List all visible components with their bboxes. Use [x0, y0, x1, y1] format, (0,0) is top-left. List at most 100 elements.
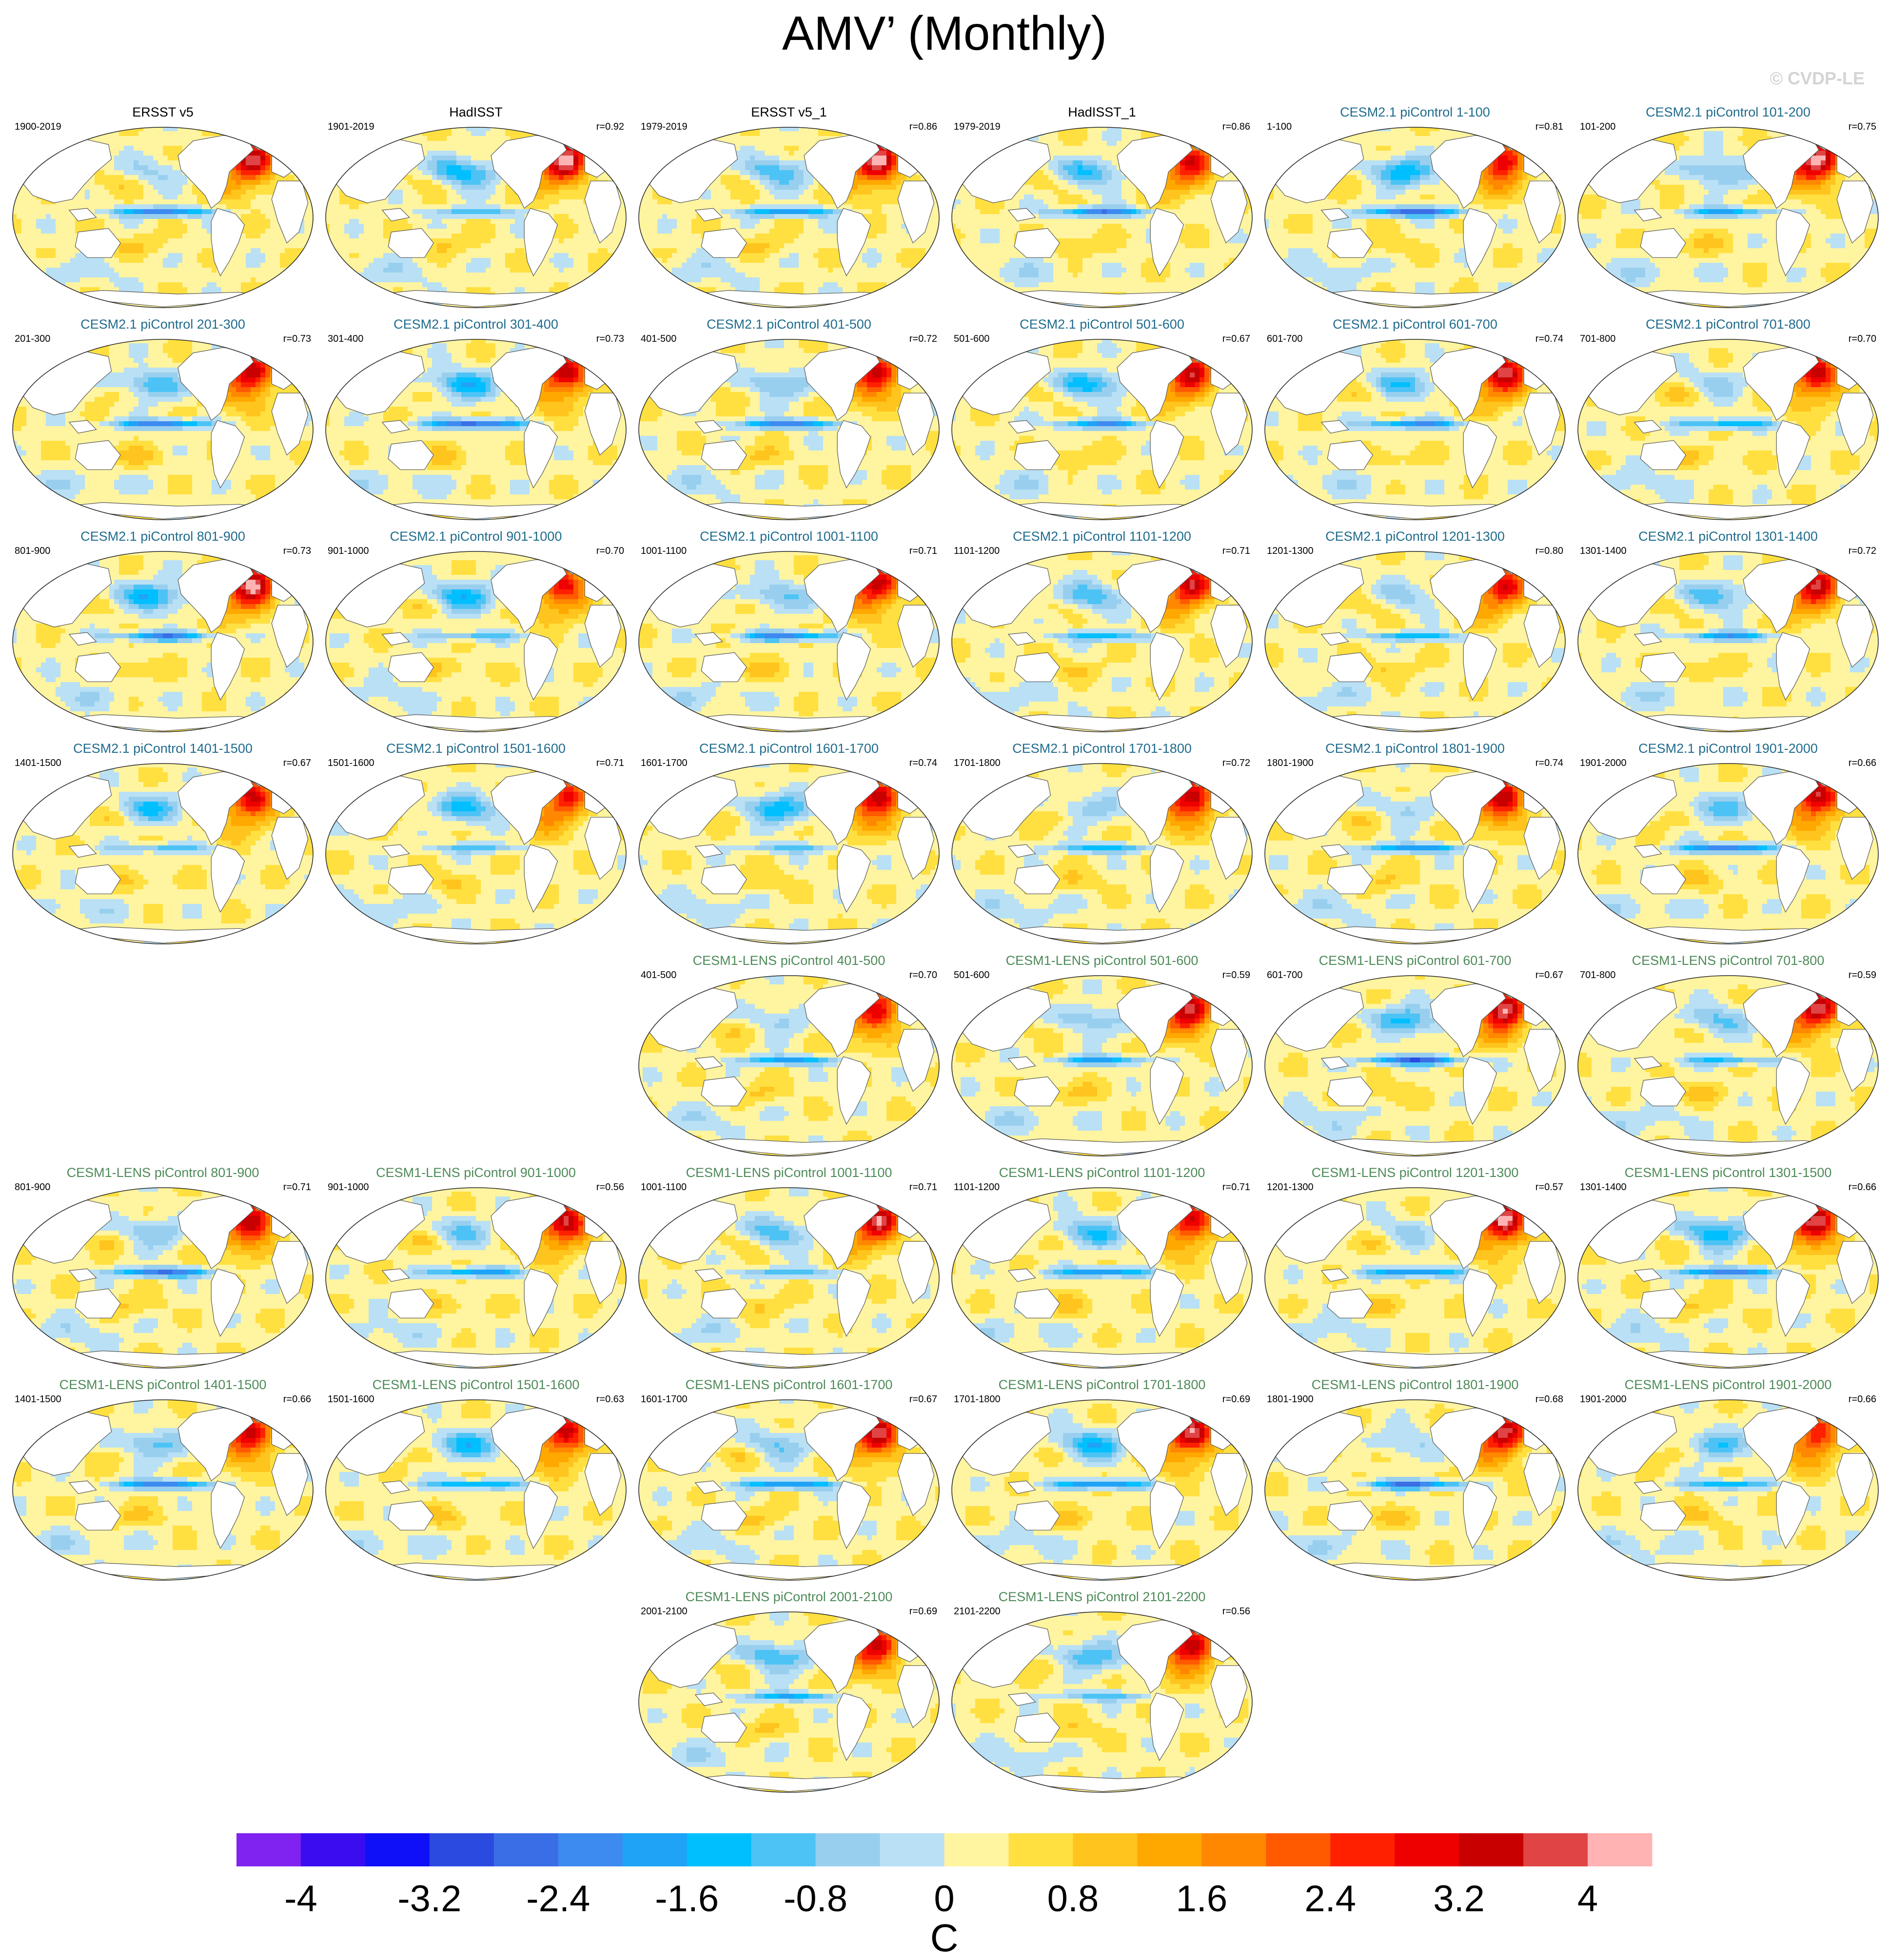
- sst-cell: [177, 126, 183, 132]
- sst-cell: [408, 195, 413, 200]
- sst-cell: [99, 302, 105, 307]
- sst-cell: [299, 238, 305, 244]
- sst-cell: [168, 131, 173, 137]
- sst-cell: [500, 307, 506, 309]
- sst-cell: [687, 131, 692, 137]
- sst-cell: [578, 253, 584, 258]
- sst-cell: [216, 282, 222, 288]
- sst-cell: [17, 151, 22, 156]
- sst-cell: [290, 302, 295, 307]
- sst-cell: [56, 219, 61, 224]
- sst-cell: [740, 126, 746, 132]
- sst-cell: [26, 297, 32, 302]
- sst-cell: [148, 268, 154, 273]
- sst-cell: [202, 131, 207, 137]
- sst-cell: [70, 248, 76, 254]
- sst-cell: [177, 195, 183, 200]
- sst-cell: [75, 307, 80, 309]
- sst-cell: [569, 224, 574, 229]
- sst-cell: [295, 287, 300, 293]
- sst-cell: [182, 219, 188, 224]
- sst-cell: [505, 287, 511, 293]
- sst-cell: [325, 131, 330, 137]
- sst-cell: [916, 131, 921, 137]
- sst-cell: [309, 287, 314, 293]
- sst-cell: [432, 180, 437, 185]
- sst-cell: [75, 199, 80, 205]
- sst-cell: [114, 273, 119, 278]
- sst-cell: [134, 175, 139, 180]
- sst-cell: [765, 131, 770, 137]
- sst-cell: [134, 243, 139, 249]
- sst-cell: [335, 297, 340, 302]
- sst-cell: [452, 238, 457, 244]
- sst-cell: [187, 248, 193, 254]
- sst-cell: [578, 190, 584, 195]
- sst-cell: [569, 190, 574, 195]
- sst-cell: [41, 229, 46, 234]
- sst-cell: [447, 224, 452, 229]
- sst-cell: [393, 297, 398, 302]
- sst-cell: [114, 136, 119, 141]
- sst-cell: [403, 195, 408, 200]
- sst-cell: [617, 268, 623, 273]
- sst-cell: [422, 282, 428, 288]
- sst-cell: [70, 273, 76, 278]
- sst-cell: [672, 141, 677, 146]
- sst-cell: [148, 146, 154, 151]
- sst-cell: [432, 307, 437, 309]
- sst-cell: [573, 160, 579, 166]
- sst-cell: [510, 253, 515, 258]
- sst-cell: [330, 263, 335, 268]
- sst-cell: [603, 297, 608, 302]
- sst-cell: [143, 151, 149, 156]
- sst-cell: [221, 282, 227, 288]
- sst-cell: [378, 273, 384, 278]
- sst-cell: [505, 204, 511, 210]
- sst-cell: [466, 156, 472, 161]
- sst-cell: [456, 253, 462, 258]
- sst-cell: [549, 185, 554, 190]
- sst-cell: [765, 141, 770, 146]
- sst-cell: [461, 214, 467, 219]
- sst-cell: [158, 175, 163, 180]
- sst-cell: [500, 224, 506, 229]
- sst-cell: [608, 243, 613, 249]
- sst-cell: [437, 195, 442, 200]
- sst-cell: [608, 302, 613, 307]
- sst-cell: [182, 141, 188, 146]
- sst-cell: [510, 248, 515, 254]
- sst-cell: [158, 160, 163, 166]
- sst-cell: [573, 199, 579, 205]
- sst-cell: [339, 238, 345, 244]
- sst-cell: [80, 277, 85, 283]
- sst-cell: [80, 258, 85, 263]
- sst-cell: [930, 131, 936, 137]
- sst-cell: [378, 243, 384, 249]
- sst-cell: [583, 302, 589, 307]
- sst-cell: [138, 219, 144, 224]
- sst-cell: [124, 263, 129, 268]
- sst-cell: [930, 126, 936, 132]
- sst-cell: [593, 146, 598, 151]
- sst-cell: [447, 195, 452, 200]
- sst-cell: [481, 277, 486, 283]
- sst-cell: [466, 195, 472, 200]
- sst-cell: [495, 224, 501, 229]
- map-panel: ERSST v5 1900-2019: [6, 100, 320, 313]
- sst-cell: [129, 243, 134, 249]
- sst-cell: [510, 229, 515, 234]
- sst-cell: [21, 282, 27, 288]
- sst-cell: [173, 141, 178, 146]
- sst-cell: [163, 209, 168, 215]
- sst-cell: [85, 273, 90, 278]
- sst-cell: [476, 273, 481, 278]
- sst-cell: [505, 219, 511, 224]
- sst-cell: [173, 268, 178, 273]
- sst-cell: [56, 126, 61, 132]
- sst-cell: [75, 297, 80, 302]
- sst-cell: [378, 258, 384, 263]
- sst-cell: [393, 190, 398, 195]
- sst-cell: [85, 131, 90, 137]
- sst-cell: [442, 307, 447, 309]
